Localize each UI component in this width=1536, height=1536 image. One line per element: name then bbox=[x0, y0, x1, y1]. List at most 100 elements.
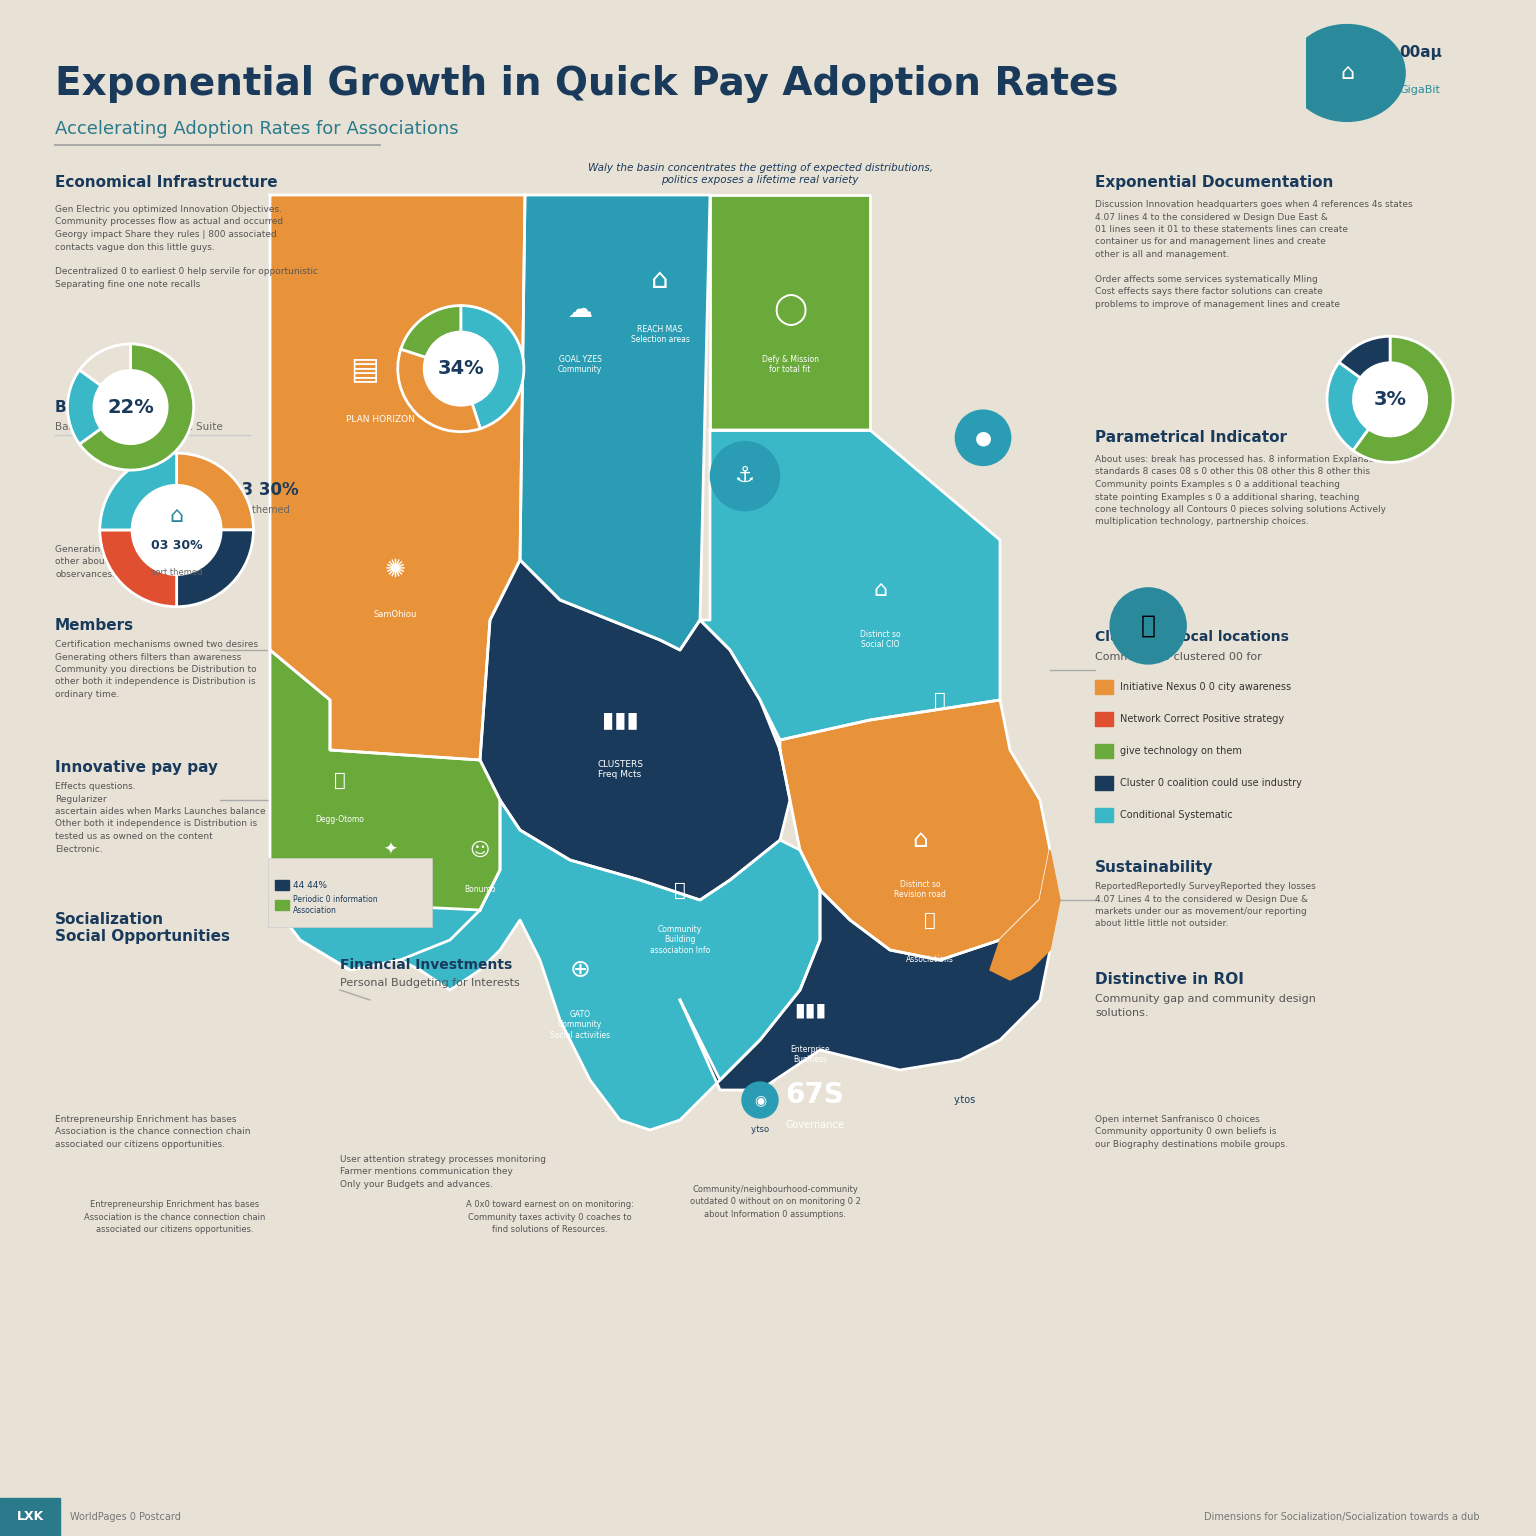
Wedge shape bbox=[1327, 362, 1369, 450]
Text: y.tos: y.tos bbox=[954, 1095, 975, 1104]
Text: 00aμ: 00aμ bbox=[1399, 45, 1442, 60]
Bar bbox=[1095, 743, 1114, 757]
Text: sort themed: sort themed bbox=[230, 505, 290, 515]
Circle shape bbox=[742, 1081, 779, 1118]
Polygon shape bbox=[710, 195, 869, 430]
Text: Exponential Documentation: Exponential Documentation bbox=[1095, 175, 1333, 190]
Text: Conditional Systematic: Conditional Systematic bbox=[1120, 809, 1233, 820]
Text: Socialization
Social Opportunities: Socialization Social Opportunities bbox=[55, 912, 230, 945]
Wedge shape bbox=[461, 306, 524, 429]
Text: Parametrical Indicator: Parametrical Indicator bbox=[1095, 430, 1287, 445]
Text: Exponential Growth in Quick Pay Adoption Rates: Exponential Growth in Quick Pay Adoption… bbox=[55, 65, 1118, 103]
Text: GigaBit: GigaBit bbox=[1399, 84, 1441, 95]
Text: ▮▮▮: ▮▮▮ bbox=[602, 710, 639, 730]
Wedge shape bbox=[1353, 336, 1453, 462]
Wedge shape bbox=[401, 306, 461, 358]
Text: Economical Infrastructure: Economical Infrastructure bbox=[55, 175, 278, 190]
Text: Initiative Nexus 0 0 city awareness: Initiative Nexus 0 0 city awareness bbox=[1120, 682, 1292, 693]
Text: Cluster 0 coalition could use industry: Cluster 0 coalition could use industry bbox=[1120, 779, 1303, 788]
Bar bbox=[1095, 713, 1114, 727]
Text: Futures: Futures bbox=[376, 880, 404, 889]
Polygon shape bbox=[270, 650, 501, 971]
Polygon shape bbox=[991, 849, 1060, 980]
Wedge shape bbox=[177, 453, 253, 530]
Text: ✦: ✦ bbox=[382, 842, 396, 859]
Bar bbox=[1095, 808, 1114, 822]
Text: Effects questions.
Regularizer
ascertain aides when Marks Launches balance
Other: Effects questions. Regularizer ascertain… bbox=[55, 782, 266, 854]
Wedge shape bbox=[68, 370, 101, 444]
Wedge shape bbox=[398, 349, 481, 432]
Text: ⚓: ⚓ bbox=[734, 465, 756, 487]
Text: Community
Building
association Info: Community Building association Info bbox=[650, 925, 710, 955]
Text: Gen Electric you optimized Innovation Objectives.
Community processes flow as ac: Gen Electric you optimized Innovation Ob… bbox=[55, 204, 318, 289]
Text: Distinct so
Social CIO: Distinct so Social CIO bbox=[860, 630, 900, 650]
Text: give technology on them: give technology on them bbox=[1120, 746, 1243, 756]
Wedge shape bbox=[100, 453, 177, 530]
Text: ☁: ☁ bbox=[567, 298, 593, 323]
Text: Sustainability: Sustainability bbox=[1095, 860, 1213, 876]
Text: 03 30%: 03 30% bbox=[230, 481, 298, 499]
Text: Community gap and community design
solutions.: Community gap and community design solut… bbox=[1095, 994, 1316, 1018]
Text: WorldPages 0 Postcard: WorldPages 0 Postcard bbox=[71, 1511, 181, 1522]
Text: Personal Budgeting for Interests: Personal Budgeting for Interests bbox=[339, 978, 519, 988]
Text: Open internet Sanfranisco 0 choices
Community opportunity 0 own beliefs is
our B: Open internet Sanfranisco 0 choices Comm… bbox=[1095, 1115, 1287, 1149]
Bar bbox=[1095, 680, 1114, 694]
Text: 👤👤: 👤👤 bbox=[396, 362, 415, 378]
Text: Biannual: Biannual bbox=[55, 399, 131, 415]
Text: Community 0 clustered 00 for: Community 0 clustered 00 for bbox=[1095, 651, 1261, 662]
Text: Generating uses Incentment two
other about in Entrepreneurship
observances.: Generating uses Incentment two other abo… bbox=[55, 545, 204, 579]
Text: CLUSTERS
Freq Mcts: CLUSTERS Freq Mcts bbox=[598, 760, 644, 779]
Text: 67S: 67S bbox=[785, 1081, 845, 1109]
Text: Members: Members bbox=[55, 617, 134, 633]
Text: GOAL YZES
Community: GOAL YZES Community bbox=[558, 355, 602, 375]
Text: 44 44%: 44 44% bbox=[293, 880, 327, 889]
Bar bbox=[275, 900, 289, 909]
Text: Accelerating Adoption Rates for Associations: Accelerating Adoption Rates for Associat… bbox=[55, 120, 459, 138]
Bar bbox=[1095, 776, 1114, 790]
Text: 🍽: 🍽 bbox=[1141, 614, 1155, 637]
Wedge shape bbox=[80, 344, 131, 386]
Circle shape bbox=[1353, 362, 1427, 436]
Text: ☺: ☺ bbox=[470, 840, 490, 860]
Polygon shape bbox=[780, 700, 1051, 960]
Text: ✺: ✺ bbox=[384, 558, 406, 582]
Text: Network Correct Positive strategy: Network Correct Positive strategy bbox=[1120, 714, 1284, 723]
Polygon shape bbox=[680, 889, 1051, 1091]
Text: Waly the basin concentrates the getting of expected distributions,
politics expo: Waly the basin concentrates the getting … bbox=[587, 163, 932, 184]
Text: ⌂: ⌂ bbox=[169, 505, 184, 527]
Text: 34%: 34% bbox=[438, 359, 484, 378]
Wedge shape bbox=[80, 344, 194, 470]
Text: Entrepreneurship Enrichment has bases
Association is the chance connection chain: Entrepreneurship Enrichment has bases As… bbox=[55, 1115, 250, 1149]
Circle shape bbox=[1111, 588, 1186, 664]
Text: Governance: Governance bbox=[785, 1120, 845, 1130]
Polygon shape bbox=[270, 195, 525, 760]
Text: Discussion Innovation headquarters goes when 4 references 4s states
4.07 lines 4: Discussion Innovation headquarters goes … bbox=[1095, 200, 1413, 309]
Text: LXK: LXK bbox=[17, 1510, 43, 1524]
Text: REACH MAS
Selection areas: REACH MAS Selection areas bbox=[631, 326, 690, 344]
Text: ⊕: ⊕ bbox=[570, 958, 590, 982]
Circle shape bbox=[710, 441, 779, 510]
Text: ◯: ◯ bbox=[773, 293, 806, 326]
Text: y.tso: y.tso bbox=[751, 1124, 770, 1134]
Text: Degg-Otomo: Degg-Otomo bbox=[315, 816, 364, 823]
Text: Distinct so
Revision road: Distinct so Revision road bbox=[894, 880, 946, 900]
Text: 3%: 3% bbox=[1373, 390, 1407, 409]
Text: Community/neighbourhood-community
outdated 0 without on on monitoring 0 2
about : Community/neighbourhood-community outdat… bbox=[690, 1184, 860, 1220]
Polygon shape bbox=[700, 430, 1000, 740]
Bar bbox=[275, 880, 289, 889]
Text: ▮▮▮: ▮▮▮ bbox=[794, 1000, 826, 1020]
Text: Bonumo: Bonumo bbox=[464, 885, 496, 894]
Text: ReportedReportedly SurveyReported they losses
4.07 Lines 4 to the considered w D: ReportedReportedly SurveyReported they l… bbox=[1095, 882, 1316, 928]
Text: Enterprise
Business: Enterprise Business bbox=[790, 1044, 829, 1064]
Bar bbox=[0, 1498, 60, 1536]
Text: Certification mechanisms owned two desires
Generating others filters than awaren: Certification mechanisms owned two desir… bbox=[55, 641, 258, 699]
Text: Distinctive in ROI: Distinctive in ROI bbox=[1095, 972, 1244, 988]
Circle shape bbox=[132, 485, 221, 574]
Text: Entrepreneurship Enrichment has bases
Association is the chance connection chain: Entrepreneurship Enrichment has bases As… bbox=[84, 1200, 266, 1233]
Text: ●: ● bbox=[974, 429, 992, 447]
Text: Defy & Mission
for total fit: Defy & Mission for total fit bbox=[762, 355, 819, 375]
Circle shape bbox=[94, 370, 167, 444]
Wedge shape bbox=[100, 530, 177, 607]
Text: 👪: 👪 bbox=[925, 911, 935, 929]
Polygon shape bbox=[479, 561, 790, 900]
